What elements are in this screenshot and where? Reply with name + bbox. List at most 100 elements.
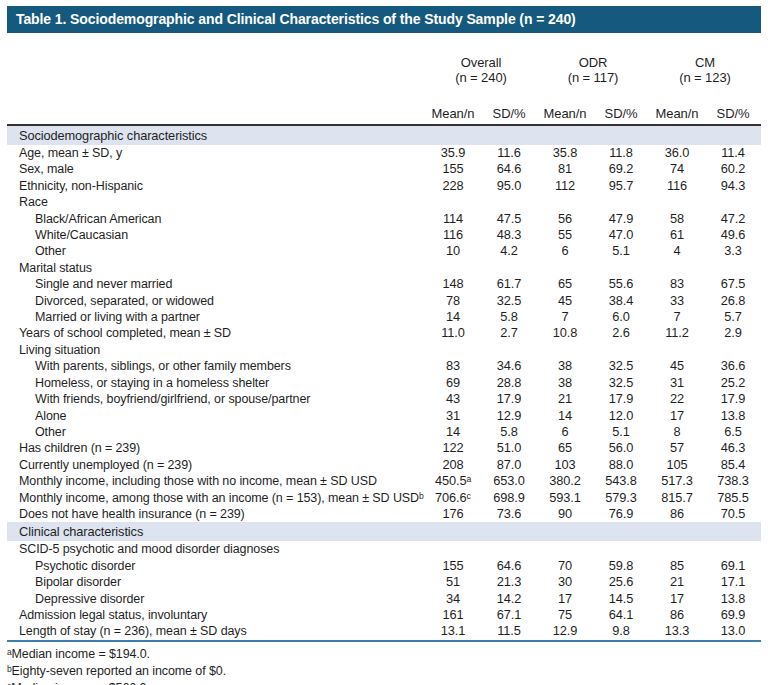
cell-value: 55.6: [593, 276, 649, 292]
cell-value: 32.5: [593, 375, 649, 391]
cell-value: 76.9: [593, 506, 649, 522]
row-label: Psychotic disorder: [7, 558, 425, 574]
row-label: Age, mean ± SD, y: [7, 145, 425, 161]
row-label: SCID-5 psychotic and mood disorder diagn…: [7, 541, 425, 557]
cell-value: [425, 541, 481, 557]
cell-value: 38: [537, 375, 593, 391]
cell-value: 65: [537, 440, 593, 456]
cell-value: [481, 541, 537, 557]
cell-value: 64.6: [481, 558, 537, 574]
cell-value: 8: [649, 424, 705, 440]
cell-value: 9.8: [593, 623, 649, 640]
cell-value: [425, 194, 481, 210]
row-label: Has children (n = 239): [7, 440, 425, 456]
subheader-sd-odr: SD/%: [593, 103, 649, 125]
section-header-row: Sociodemographic characteristics: [7, 125, 761, 145]
cell-value: 103: [537, 457, 593, 473]
cell-value: [593, 194, 649, 210]
cell-value: 95.0: [481, 178, 537, 194]
row-label: Bipolar disorder: [7, 574, 425, 590]
cell-value: 13.8: [705, 591, 761, 607]
cell-value: 593.1: [537, 490, 593, 506]
group-header-row: Overall (n = 240) ODR (n = 117) CM (n = …: [7, 33, 761, 103]
cell-value: 94.3: [705, 178, 761, 194]
cell-value: 116: [649, 178, 705, 194]
row-label: Currently unemployed (n = 239): [7, 457, 425, 473]
table-header: Overall (n = 240) ODR (n = 117) CM (n = …: [7, 33, 761, 125]
column-group-cm: CM (n = 123): [649, 33, 761, 103]
cell-value: 83: [425, 358, 481, 374]
table-row: Monthly income, among those with an inco…: [7, 490, 761, 506]
table-row: Divorced, separated, or widowed7832.5453…: [7, 293, 761, 309]
row-label: Black/African American: [7, 211, 425, 227]
cell-value: 32.5: [481, 293, 537, 309]
cell-value: [481, 260, 537, 276]
cell-value: 12.0: [593, 408, 649, 424]
cell-value: 47.0: [593, 227, 649, 243]
table-row: Married or living with a partner145.876.…: [7, 309, 761, 325]
cell-value: 2.7: [481, 325, 537, 341]
cell-value: 7: [649, 309, 705, 325]
table-row: Sex, male15564.68169.27460.2: [7, 161, 761, 177]
cell-value: 88.0: [593, 457, 649, 473]
cell-value: [537, 260, 593, 276]
section-header-row: Clinical characteristics: [7, 522, 761, 541]
table-row: SCID-5 psychotic and mood disorder diagn…: [7, 541, 761, 557]
cell-value: [537, 194, 593, 210]
cell-value: 6.5: [705, 424, 761, 440]
cell-value: 3.3: [705, 243, 761, 259]
cell-value: 51: [425, 574, 481, 590]
cell-value: 2.9: [705, 325, 761, 341]
cell-value: 36.6: [705, 358, 761, 374]
cell-value: [649, 541, 705, 557]
row-label: With parents, siblings, or other family …: [7, 358, 425, 374]
table-figure: Table 1. Sociodemographic and Clinical C…: [0, 6, 768, 685]
cell-value: 70.5: [705, 506, 761, 522]
cell-value: 738.3: [705, 473, 761, 489]
cell-value: [705, 194, 761, 210]
cell-value: 74: [649, 161, 705, 177]
cell-value: 64.6: [481, 161, 537, 177]
cell-value: 81: [537, 161, 593, 177]
cell-value: 21: [649, 574, 705, 590]
label-column-spacer: [7, 33, 425, 103]
cell-value: 87.0: [481, 457, 537, 473]
cell-value: 579.3: [593, 490, 649, 506]
cell-value: [481, 342, 537, 358]
cell-value: 653.0: [481, 473, 537, 489]
table-row: Depressive disorder3414.21714.51713.8: [7, 591, 761, 607]
table-row: Other104.265.143.3: [7, 243, 761, 259]
cell-value: 59.8: [593, 558, 649, 574]
cell-value: 69.9: [705, 607, 761, 623]
table-body: Sociodemographic characteristicsAge, mea…: [7, 125, 761, 641]
cell-value: 61: [649, 227, 705, 243]
footnote-b: ᵇEighty-seven reported an income of $0.: [7, 663, 761, 680]
cell-value: 56: [537, 211, 593, 227]
cell-value: 60.2: [705, 161, 761, 177]
cell-value: 4: [649, 243, 705, 259]
cell-value: 56.0: [593, 440, 649, 456]
row-label: White/Caucasian: [7, 227, 425, 243]
table-row: White/Caucasian11648.35547.06149.6: [7, 227, 761, 243]
table-row: Marital status: [7, 260, 761, 276]
cell-value: 73.6: [481, 506, 537, 522]
cell-value: 112: [537, 178, 593, 194]
subheader-row: Mean/n SD/% Mean/n SD/% Mean/n SD/%: [7, 103, 761, 125]
footnotes: ᵃMedian income = $194.0. ᵇEighty-seven r…: [7, 646, 761, 685]
subheader-mean-overall: Mean/n: [425, 103, 481, 125]
table-row: Does not have health insurance (n = 239)…: [7, 506, 761, 522]
cell-value: 70: [537, 558, 593, 574]
cell-value: 116: [425, 227, 481, 243]
group-name: ODR: [537, 56, 649, 71]
cell-value: 35.8: [537, 145, 593, 161]
cell-value: 155: [425, 558, 481, 574]
cell-value: 47.9: [593, 211, 649, 227]
cell-value: 17: [537, 591, 593, 607]
row-label: Race: [7, 194, 425, 210]
group-n: (n = 117): [537, 71, 649, 86]
cell-value: 815.7: [649, 490, 705, 506]
cell-value: 45: [649, 358, 705, 374]
row-label: Length of stay (n = 236), mean ± SD days: [7, 623, 425, 640]
table-row: Race: [7, 194, 761, 210]
table-row: Homeless, or staying in a homeless shelt…: [7, 375, 761, 391]
